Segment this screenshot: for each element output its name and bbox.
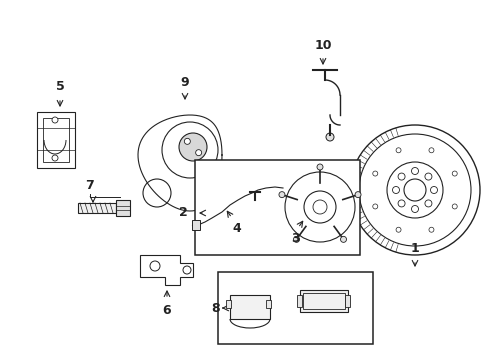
Text: 4: 4	[232, 222, 241, 235]
Circle shape	[150, 261, 160, 271]
Circle shape	[428, 227, 433, 232]
Circle shape	[428, 148, 433, 153]
Circle shape	[397, 200, 404, 207]
Text: 1: 1	[410, 242, 419, 255]
Text: 9: 9	[181, 76, 189, 89]
Circle shape	[354, 192, 360, 198]
Circle shape	[424, 200, 431, 207]
Circle shape	[392, 186, 399, 194]
Text: 5: 5	[56, 80, 64, 93]
Bar	[192, 220, 200, 230]
Circle shape	[293, 237, 299, 242]
Circle shape	[372, 204, 377, 209]
Circle shape	[278, 192, 285, 198]
Circle shape	[429, 186, 437, 194]
Circle shape	[451, 204, 456, 209]
Text: 2: 2	[179, 207, 187, 220]
Text: 7: 7	[85, 179, 94, 192]
Text: 10: 10	[314, 39, 331, 52]
Circle shape	[179, 133, 206, 161]
Bar	[225, 300, 230, 308]
Circle shape	[184, 138, 190, 144]
Bar	[218, 272, 372, 344]
Text: 6: 6	[163, 304, 171, 317]
Circle shape	[325, 133, 333, 141]
Circle shape	[195, 150, 201, 156]
Circle shape	[411, 206, 418, 212]
Bar	[195, 160, 359, 255]
Bar	[78, 203, 116, 213]
Bar	[303, 293, 345, 309]
Bar	[43, 118, 69, 162]
Bar	[296, 295, 302, 307]
Circle shape	[395, 148, 400, 153]
Bar	[345, 295, 349, 307]
Circle shape	[340, 237, 346, 242]
Circle shape	[52, 117, 58, 123]
Circle shape	[451, 171, 456, 176]
Text: 8: 8	[211, 302, 220, 315]
Circle shape	[52, 155, 58, 161]
Bar	[116, 200, 130, 216]
Circle shape	[395, 227, 400, 232]
Text: 3: 3	[290, 232, 299, 245]
Bar	[265, 300, 270, 308]
Circle shape	[424, 173, 431, 180]
Circle shape	[397, 173, 404, 180]
Circle shape	[316, 164, 323, 170]
Circle shape	[411, 167, 418, 175]
Circle shape	[372, 171, 377, 176]
Bar	[229, 295, 269, 319]
Circle shape	[183, 266, 191, 274]
Bar	[299, 290, 347, 312]
